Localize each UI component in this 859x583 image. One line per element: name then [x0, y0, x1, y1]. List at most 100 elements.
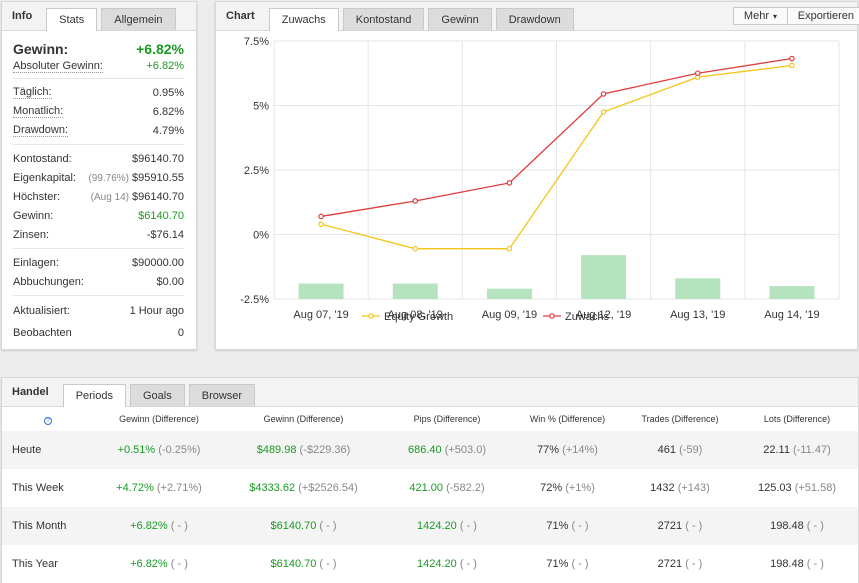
table-header-row: ? Gewinn (Difference) Gewinn (Difference… — [2, 407, 858, 431]
tab-zuwachs[interactable]: Zuwachs — [268, 8, 339, 31]
y-tick-label: 7.5% — [244, 36, 269, 48]
cell-value: 461 — [657, 444, 677, 456]
drawdown-label[interactable]: Drawdown: — [13, 124, 69, 137]
cell-diff: (+14%) — [562, 444, 598, 456]
help-cell: ? — [2, 407, 94, 431]
cell: 72% (+1%) — [511, 469, 624, 507]
chart-grid — [273, 40, 840, 300]
chart-bar — [581, 255, 627, 299]
abs-gain-value: +6.82% — [146, 60, 184, 72]
periods-table: ? Gewinn (Difference) Gewinn (Difference… — [2, 407, 858, 583]
cell-diff: ( - ) — [806, 520, 824, 532]
cell-value: $4333.62 — [249, 482, 296, 494]
equity-value: $95910.55 — [132, 171, 184, 184]
cell: +0.51% (-0.25%) — [94, 431, 224, 469]
cell-diff: ( - ) — [459, 520, 477, 532]
profit-label: Gewinn: — [13, 209, 54, 222]
divider — [13, 78, 184, 79]
more-button[interactable]: Mehr ▾ — [732, 7, 788, 25]
cell-diff: ( - ) — [170, 558, 188, 570]
y-tick-label: -2.5% — [240, 294, 269, 306]
cell-diff: ( - ) — [685, 558, 703, 570]
deposits-label: Einlagen: — [13, 256, 59, 269]
cell: $4333.62 (+$2526.54) — [224, 469, 383, 507]
more-button-label: Mehr — [743, 10, 769, 22]
updated-row: Aktualisiert: 1 Hour ago — [13, 300, 184, 322]
data-point — [506, 245, 513, 252]
cell-value: 77% — [537, 444, 560, 456]
equity-row: Eigenkapital: (99.76%) $95910.55 — [13, 168, 184, 187]
handel-tabbar: Handel Periods Goals Browser — [2, 378, 858, 407]
x-tick-label: Aug 09, '19 — [482, 309, 537, 321]
table-row: This Year +6.82% ( - ) $6140.70 ( - ) 1424.… — [2, 545, 858, 583]
legend-label: Zuwachs — [565, 311, 610, 323]
cell-diff: (+51.58) — [794, 482, 836, 494]
tab-gewinn[interactable]: Gewinn — [428, 8, 492, 30]
chart-bar — [392, 283, 438, 299]
tab-goals[interactable]: Goals — [129, 384, 185, 406]
cell-value: 2721 — [657, 558, 683, 570]
cell-value: 198.48 — [770, 558, 804, 570]
cell: 1432 (+143) — [624, 469, 736, 507]
gain-row: Gewinn: +6.82% — [13, 39, 184, 58]
col-header: Lots (Difference) — [763, 414, 831, 424]
row-label: This Month — [2, 507, 94, 545]
equity-label: Eigenkapital: — [13, 171, 76, 184]
cell-diff: ( - ) — [319, 520, 337, 532]
highest-value: $96140.70 — [132, 190, 184, 203]
watch-label[interactable]: Beobachten — [13, 327, 72, 339]
monthly-label[interactable]: Monatlich: — [13, 105, 64, 118]
chart-legend: Equity Growth Zuwachs — [362, 311, 610, 323]
series-line — [320, 64, 792, 250]
x-tick-label: Aug 12, '19 — [576, 309, 631, 321]
updated-value: 1 Hour ago — [129, 305, 184, 317]
daily-label[interactable]: Täglich: — [13, 86, 52, 99]
cell: 2721 ( - ) — [624, 545, 736, 583]
data-point — [412, 198, 419, 204]
tab-stats[interactable]: Stats — [46, 8, 98, 31]
cell-value: +4.72% — [116, 482, 154, 494]
data-point — [600, 91, 607, 97]
watch-row: Beobachten 0 — [13, 322, 184, 344]
data-point — [318, 221, 324, 227]
series-line — [320, 57, 793, 218]
deposits-value: $90000.00 — [132, 256, 184, 269]
cell-diff: (+503.0) — [444, 444, 486, 456]
x-tick-label: Aug 14, '19 — [764, 309, 819, 321]
cell-diff: ( - ) — [571, 558, 589, 570]
cell-value: $6140.70 — [270, 520, 317, 532]
info-title: Info — [12, 10, 33, 22]
cell-diff: (+1%) — [565, 482, 595, 494]
withdrawals-row: Abbuchungen: $0.00 — [13, 272, 184, 291]
watch-value: 0 — [177, 327, 184, 339]
withdrawals-value: $0.00 — [156, 275, 184, 288]
cell-value: 1424.20 — [417, 558, 457, 570]
cell-value: +6.82% — [130, 520, 168, 532]
interest-label: Zinsen: — [13, 228, 50, 241]
x-tick-label: Aug 13, '19 — [670, 309, 725, 321]
tab-drawdown[interactable]: Drawdown — [495, 8, 574, 30]
monthly-row: Monatlich: 6.82% — [13, 102, 184, 121]
tab-periods[interactable]: Periods — [62, 384, 126, 407]
row-label: Heute — [2, 431, 94, 469]
tab-browser[interactable]: Browser — [188, 384, 256, 406]
cell-diff: ( - ) — [685, 520, 703, 532]
divider — [13, 144, 184, 145]
tab-kontostand[interactable]: Kontostand — [342, 8, 425, 30]
export-button[interactable]: Exportieren — [786, 7, 859, 25]
chart-panel: Chart Zuwachs Kontostand Gewinn Drawdown… — [215, 1, 859, 350]
tab-allgemein[interactable]: Allgemein — [101, 8, 176, 30]
cell-diff: ( - ) — [571, 520, 589, 532]
divider — [13, 295, 184, 296]
highest-row: Höchster: (Aug 14) $96140.70 — [13, 187, 184, 206]
cell: $6140.70 ( - ) — [224, 507, 383, 545]
cell: +6.82% ( - ) — [94, 545, 224, 583]
cell-value: 71% — [546, 558, 569, 570]
abs-gain-label[interactable]: Absoluter Gewinn: — [13, 59, 103, 73]
cell: 71% ( - ) — [511, 545, 624, 583]
cell-value: +0.51% — [117, 444, 156, 456]
cell: 125.03 (+51.58) — [736, 469, 858, 507]
cell-diff: (+$2526.54) — [298, 482, 358, 494]
balance-label: Kontostand: — [13, 152, 72, 165]
help-icon[interactable]: ? — [44, 416, 52, 425]
